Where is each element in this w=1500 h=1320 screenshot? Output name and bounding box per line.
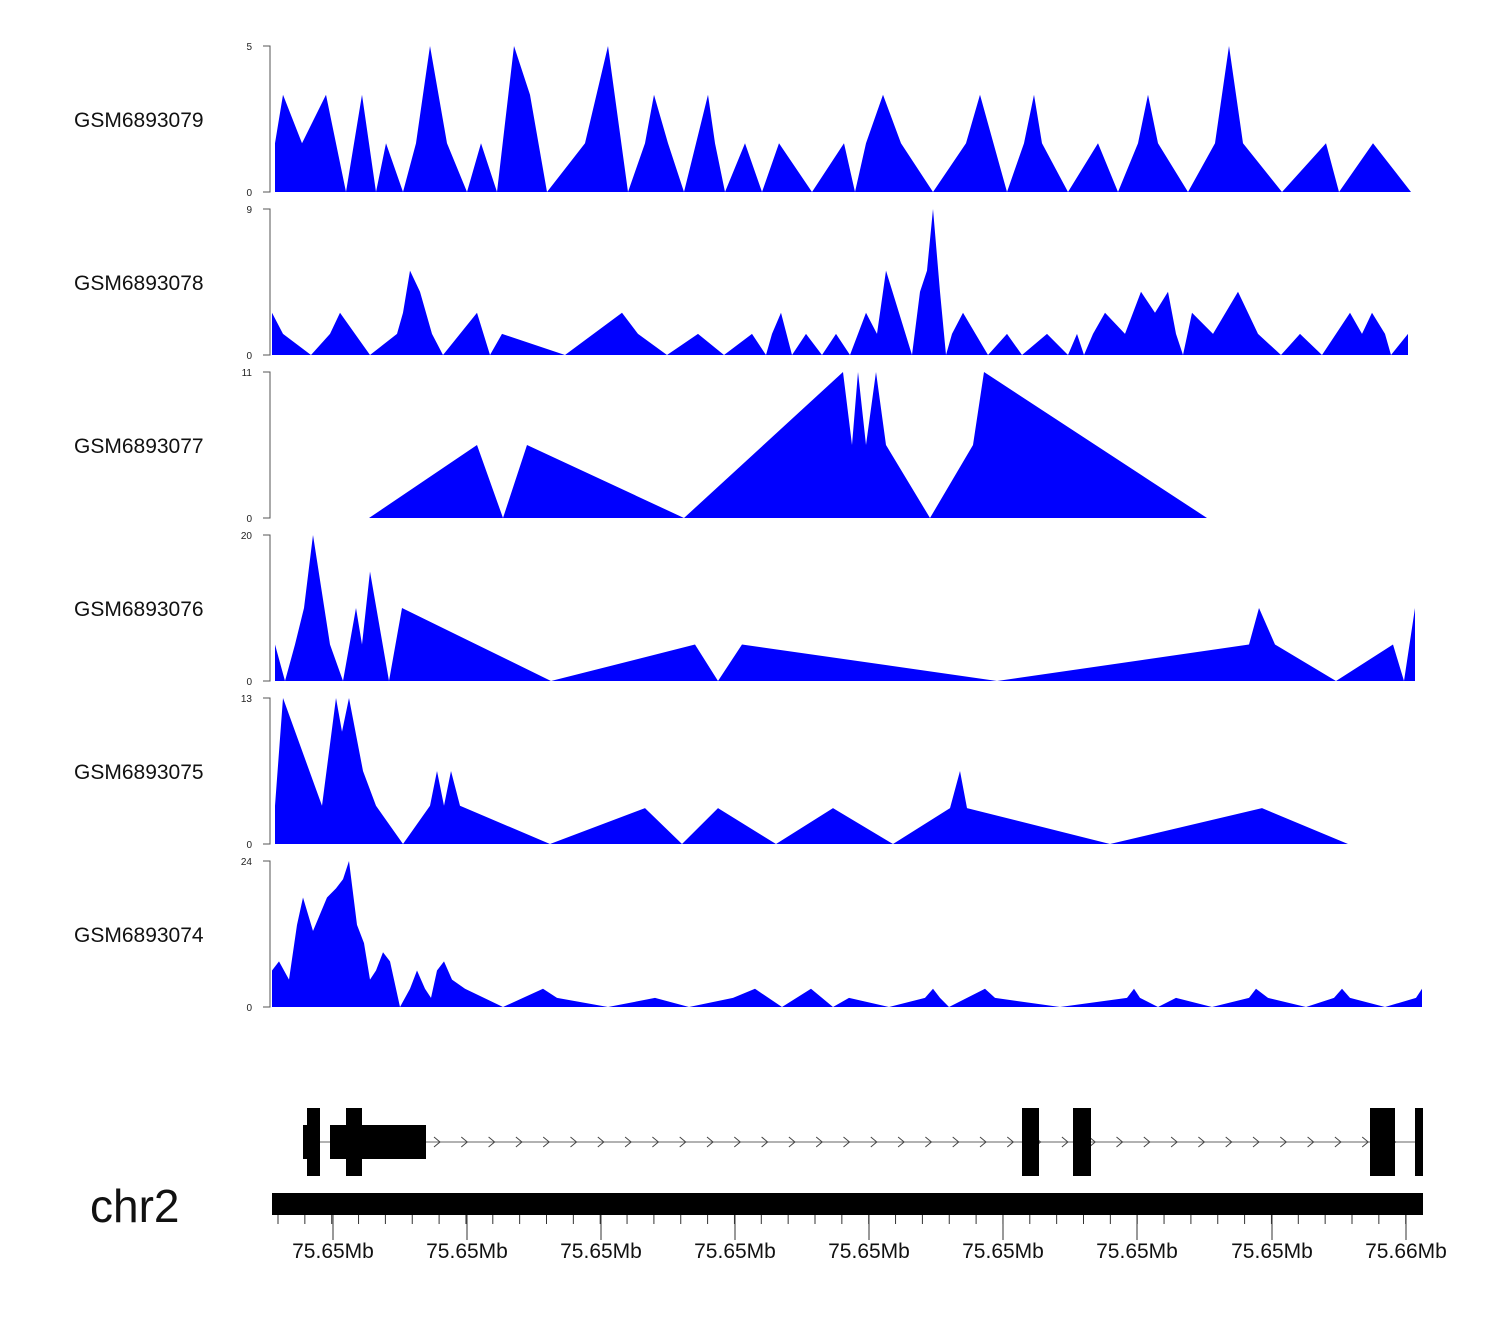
- gene-model-track: [303, 1108, 1423, 1176]
- x-tick-label: 75.65Mb: [426, 1240, 508, 1263]
- coverage-area: [275, 535, 1415, 681]
- coverage-area: [275, 698, 1348, 844]
- strand-arrow-icon: [788, 1136, 796, 1148]
- strand-arrow-icon: [515, 1136, 523, 1148]
- x-tick-label: 75.65Mb: [694, 1240, 776, 1263]
- strand-arrow-icon: [433, 1136, 441, 1148]
- chromosome-label: chr2: [90, 1180, 179, 1232]
- strand-arrow-icon: [952, 1136, 960, 1148]
- y-tick-min: 0: [246, 514, 252, 525]
- utr-block: [330, 1125, 426, 1159]
- y-tick-max: 20: [241, 531, 253, 542]
- track-label: GSM6893077: [74, 435, 204, 458]
- y-axis: [263, 697, 271, 845]
- strand-arrow-icon: [1198, 1136, 1206, 1148]
- coverage-area: [272, 209, 1408, 355]
- strand-arrow-icon: [706, 1136, 714, 1148]
- track-GSM6893077: GSM6893077 11 0: [74, 368, 1207, 525]
- track-label: GSM6893074: [74, 924, 204, 947]
- strand-arrow-icon: [624, 1136, 632, 1148]
- exon-block: [1415, 1108, 1423, 1176]
- x-tick-label: 75.65Mb: [560, 1240, 642, 1263]
- strand-arrow-icon: [652, 1136, 660, 1148]
- strand-arrow-icon: [488, 1136, 496, 1148]
- coverage-area: [369, 372, 1207, 518]
- strand-arrow-icon: [460, 1136, 469, 1148]
- genome-axis: 75.65Mb 75.65Mb 75.65Mb 75.65Mb 75.65Mb 75.65…: [277, 1215, 1447, 1263]
- x-tick-label: 75.65Mb: [828, 1240, 910, 1263]
- y-tick-min: 0: [246, 351, 252, 362]
- track-GSM6893074: GSM6893074 24 0: [74, 857, 1422, 1014]
- strand-arrow-icon: [679, 1136, 687, 1148]
- strand-arrow-icon: [1006, 1136, 1015, 1148]
- x-tick-label: 75.65Mb: [962, 1240, 1044, 1263]
- track-label: GSM6893076: [74, 598, 204, 621]
- strand-arrow-icon: [925, 1136, 933, 1148]
- exon-block: [1073, 1108, 1091, 1176]
- y-axis: [263, 208, 271, 356]
- track-label: GSM6893078: [74, 272, 204, 295]
- strand-arrow-icon: [1088, 1136, 1096, 1148]
- strand-arrow-icon: [542, 1136, 550, 1148]
- strand-arrow-icon: [570, 1136, 578, 1148]
- strand-arrow-icon: [843, 1136, 851, 1148]
- strand-arrow-icon: [1143, 1136, 1151, 1148]
- y-tick-min: 0: [246, 188, 252, 199]
- y-tick-max: 9: [246, 205, 252, 216]
- track-label: GSM6893075: [74, 761, 204, 784]
- x-tick-label: 75.65Mb: [292, 1240, 374, 1263]
- strand-arrow-icon: [1170, 1136, 1178, 1148]
- strand-arrow-icon: [979, 1136, 987, 1148]
- exon-block: [346, 1108, 362, 1176]
- strand-arrow-icon: [897, 1136, 905, 1148]
- y-tick-max: 24: [241, 857, 253, 868]
- y-tick-max: 13: [241, 694, 253, 705]
- track-GSM6893078: GSM6893078 9 0: [74, 205, 1408, 362]
- strand-arrow-icon: [597, 1136, 605, 1148]
- x-tick-label: 75.65Mb: [1096, 1240, 1178, 1263]
- strand-arrow-icon: [761, 1136, 769, 1148]
- x-tick-label: 75.66Mb: [1365, 1240, 1447, 1263]
- y-tick-min: 0: [246, 677, 252, 688]
- track-GSM6893079: GSM6893079 5 0: [74, 42, 1411, 199]
- strand-arrow-icon: [1225, 1136, 1233, 1148]
- y-axis: [263, 45, 271, 193]
- coverage-area: [275, 46, 1411, 192]
- strand-arrow-icon: [1061, 1136, 1069, 1148]
- y-axis: [263, 371, 271, 519]
- strand-arrow-icon: [1116, 1136, 1124, 1148]
- track-GSM6893075: GSM6893075 13 0: [74, 694, 1348, 851]
- chromosome-bar: [272, 1193, 1423, 1215]
- strand-arrow-icon: [815, 1136, 823, 1148]
- strand-arrow-icon: [1279, 1136, 1288, 1148]
- y-axis: [263, 534, 271, 682]
- y-tick-max: 5: [246, 42, 252, 53]
- exon-block: [307, 1108, 320, 1176]
- y-tick-min: 0: [246, 840, 252, 851]
- y-tick-min: 0: [246, 1003, 252, 1014]
- x-tick-label: 75.65Mb: [1231, 1240, 1313, 1263]
- y-tick-max: 11: [242, 368, 253, 379]
- exon-block: [1370, 1108, 1395, 1176]
- exon-block: [1022, 1108, 1039, 1176]
- strand-arrow-icon: [1252, 1136, 1260, 1148]
- y-axis: [263, 860, 271, 1008]
- coverage-area: [272, 861, 1422, 1007]
- strand-arrow-icon: [1307, 1136, 1315, 1148]
- data-tracks: GSM689307950GSM689307890GSM6893077110GSM…: [74, 42, 1422, 1014]
- strand-arrow-icon: [1361, 1136, 1369, 1148]
- track-label: GSM6893079: [74, 109, 204, 132]
- strand-arrow-icon: [1334, 1136, 1342, 1148]
- track-GSM6893076: GSM6893076 20 0: [74, 531, 1415, 688]
- strand-arrow-icon: [870, 1136, 878, 1148]
- strand-arrow-icon: [733, 1136, 742, 1148]
